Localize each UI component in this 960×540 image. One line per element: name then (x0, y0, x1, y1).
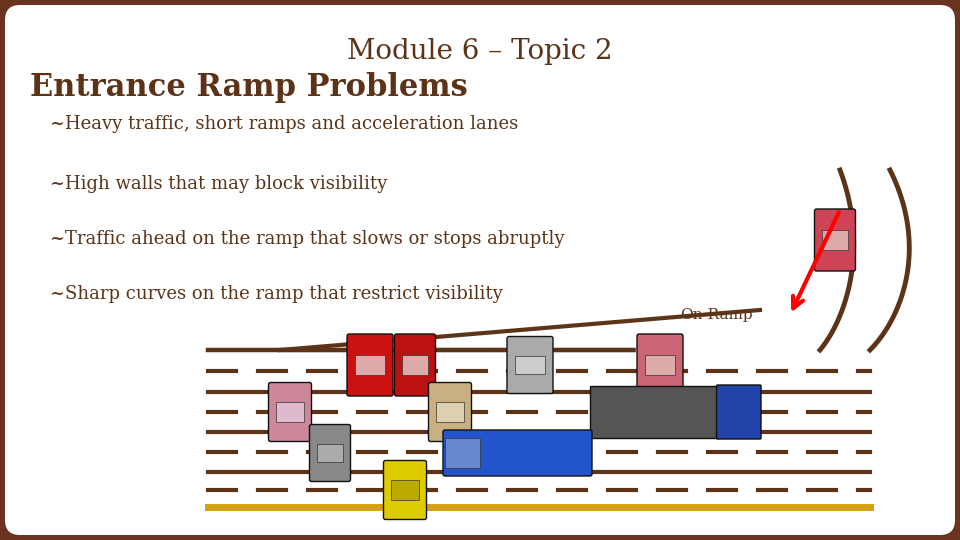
Text: ~High walls that may block visibility: ~High walls that may block visibility (50, 175, 387, 193)
FancyBboxPatch shape (507, 336, 553, 394)
Text: Module 6 – Topic 2: Module 6 – Topic 2 (348, 38, 612, 65)
Bar (402, 355, 428, 375)
Bar (516, 356, 544, 374)
FancyBboxPatch shape (428, 382, 471, 442)
Bar (317, 444, 343, 462)
FancyBboxPatch shape (309, 424, 350, 482)
Text: ~Traffic ahead on the ramp that slows or stops abruptly: ~Traffic ahead on the ramp that slows or… (50, 230, 564, 248)
Text: On-Ramp: On-Ramp (680, 308, 753, 322)
Bar (355, 355, 385, 375)
FancyBboxPatch shape (443, 430, 592, 476)
Bar (276, 402, 303, 422)
Bar (645, 355, 675, 375)
FancyBboxPatch shape (716, 385, 761, 439)
Text: ~Heavy traffic, short ramps and acceleration lanes: ~Heavy traffic, short ramps and accelera… (50, 115, 518, 133)
FancyBboxPatch shape (814, 209, 855, 271)
FancyBboxPatch shape (637, 334, 683, 396)
Bar (445, 438, 480, 468)
Bar (437, 402, 464, 422)
FancyBboxPatch shape (5, 5, 955, 535)
FancyBboxPatch shape (269, 382, 311, 442)
Text: Entrance Ramp Problems: Entrance Ramp Problems (30, 72, 468, 103)
FancyBboxPatch shape (347, 334, 393, 396)
FancyBboxPatch shape (395, 334, 436, 396)
FancyBboxPatch shape (383, 461, 426, 519)
Text: ~Sharp curves on the ramp that restrict visibility: ~Sharp curves on the ramp that restrict … (50, 285, 503, 303)
Bar (392, 481, 419, 500)
Polygon shape (760, 160, 840, 350)
Polygon shape (820, 170, 909, 350)
Bar (822, 230, 848, 250)
Bar (590, 386, 717, 438)
